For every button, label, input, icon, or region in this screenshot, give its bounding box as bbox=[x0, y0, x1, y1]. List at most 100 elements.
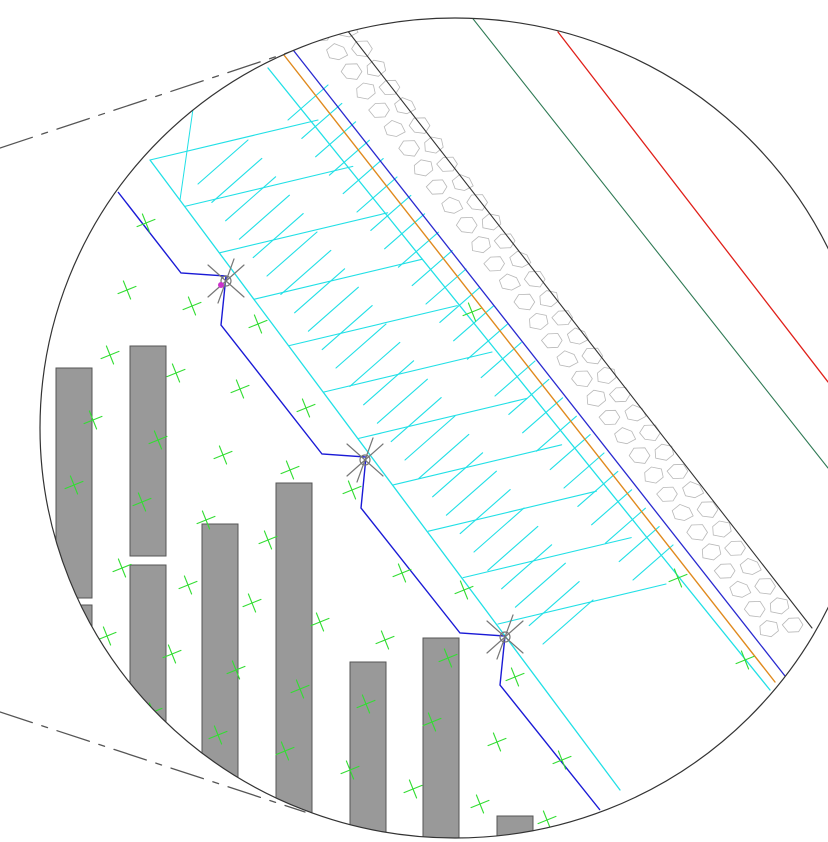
hatch-cross bbox=[149, 119, 319, 161]
planting-mark bbox=[162, 644, 182, 664]
paver-stone bbox=[754, 578, 776, 595]
hatch-tick bbox=[294, 268, 346, 314]
paver-stone bbox=[597, 366, 617, 384]
hatch-tick bbox=[528, 581, 580, 627]
paver-stone bbox=[624, 404, 647, 422]
paver-stone bbox=[671, 503, 694, 521]
planting-stroke bbox=[88, 410, 98, 430]
planting-stroke bbox=[263, 530, 273, 550]
building-block bbox=[349, 661, 387, 838]
planting-stroke bbox=[280, 741, 290, 761]
planting-stroke bbox=[427, 712, 437, 732]
planting-stroke bbox=[673, 568, 683, 588]
planting-mark bbox=[537, 810, 557, 830]
planting-mark bbox=[422, 712, 442, 732]
hatch-cross bbox=[323, 351, 493, 393]
planting-stroke bbox=[122, 280, 132, 300]
planting-mark bbox=[392, 563, 412, 583]
paver-stone bbox=[759, 620, 779, 638]
planting-stroke bbox=[443, 648, 453, 668]
curb-line-outer bbox=[149, 159, 621, 791]
survey-ring bbox=[359, 454, 371, 466]
planting-mark bbox=[280, 460, 300, 480]
paver-stone bbox=[743, 600, 766, 618]
hatch-tick bbox=[335, 323, 387, 369]
planting-mark bbox=[230, 379, 250, 399]
planting-stroke bbox=[137, 492, 147, 512]
paver-stone bbox=[666, 463, 689, 480]
paver-stone bbox=[682, 481, 705, 499]
paver-stone bbox=[513, 293, 536, 311]
paver-stone bbox=[586, 389, 607, 407]
planting-mark bbox=[64, 475, 84, 495]
planting-mark bbox=[242, 593, 262, 613]
paver-stone bbox=[769, 597, 790, 615]
paver-stone bbox=[540, 333, 563, 349]
planting-stroke bbox=[171, 363, 181, 383]
hatch-tick bbox=[549, 434, 591, 471]
paver-stone bbox=[366, 59, 387, 77]
paver-stone bbox=[556, 350, 579, 368]
building-block bbox=[129, 345, 167, 557]
hatch-tick bbox=[459, 489, 511, 535]
survey-mark bbox=[486, 614, 524, 660]
hatch-cross bbox=[184, 165, 354, 207]
paver-stone bbox=[466, 194, 488, 211]
paver-stone bbox=[551, 310, 574, 326]
hatch-tick bbox=[197, 139, 249, 185]
planting-stroke bbox=[102, 626, 112, 646]
planting-mark bbox=[148, 430, 168, 450]
hatch-tick bbox=[411, 250, 453, 287]
hatch-tick bbox=[384, 213, 426, 250]
paver-stone bbox=[413, 159, 434, 177]
building-block bbox=[55, 604, 93, 646]
building-block bbox=[201, 523, 239, 785]
paver-stone bbox=[378, 79, 401, 96]
hatch-tick bbox=[238, 194, 290, 240]
hatch-tick bbox=[604, 507, 646, 544]
paver-stone bbox=[455, 216, 478, 234]
planting-mark bbox=[342, 480, 362, 500]
planting-mark bbox=[668, 568, 688, 588]
building-block bbox=[496, 815, 534, 838]
paver-stone bbox=[481, 213, 502, 231]
hatch-cross bbox=[462, 537, 632, 579]
planting-mark bbox=[487, 732, 507, 752]
survey-ring bbox=[499, 631, 511, 643]
paver-stone bbox=[425, 179, 448, 195]
hatch-tick bbox=[280, 249, 332, 295]
building-block bbox=[129, 564, 167, 726]
planting-mark bbox=[275, 741, 295, 761]
planting-stroke bbox=[253, 314, 263, 334]
hatch-tick bbox=[501, 544, 553, 590]
paver-stone bbox=[729, 580, 752, 598]
planting-mark bbox=[454, 580, 474, 600]
paver-stone bbox=[451, 173, 474, 191]
hatch-tick bbox=[514, 562, 566, 608]
paver-stone bbox=[686, 524, 708, 541]
planting-stroke bbox=[361, 694, 371, 714]
building-block bbox=[55, 367, 93, 599]
planting-mark bbox=[132, 492, 152, 512]
paver-stone bbox=[712, 520, 732, 538]
planting-mark bbox=[226, 660, 246, 680]
paver-stone bbox=[523, 270, 546, 288]
planting-mark bbox=[290, 679, 310, 699]
planting-mark bbox=[97, 626, 117, 646]
callout-leader-lines bbox=[0, 51, 306, 813]
planting-mark bbox=[208, 725, 228, 745]
paver-stone bbox=[781, 617, 804, 633]
paver-stone bbox=[701, 543, 722, 561]
planting-stroke bbox=[397, 563, 407, 583]
building-block bbox=[422, 637, 460, 838]
planting-mark bbox=[182, 296, 202, 316]
planting-mark bbox=[552, 750, 572, 770]
planting-stroke bbox=[740, 650, 750, 670]
planting-mark bbox=[310, 612, 330, 632]
red-line bbox=[557, 31, 828, 383]
hatch-tick bbox=[363, 360, 415, 406]
black-diagonal bbox=[346, 29, 813, 629]
